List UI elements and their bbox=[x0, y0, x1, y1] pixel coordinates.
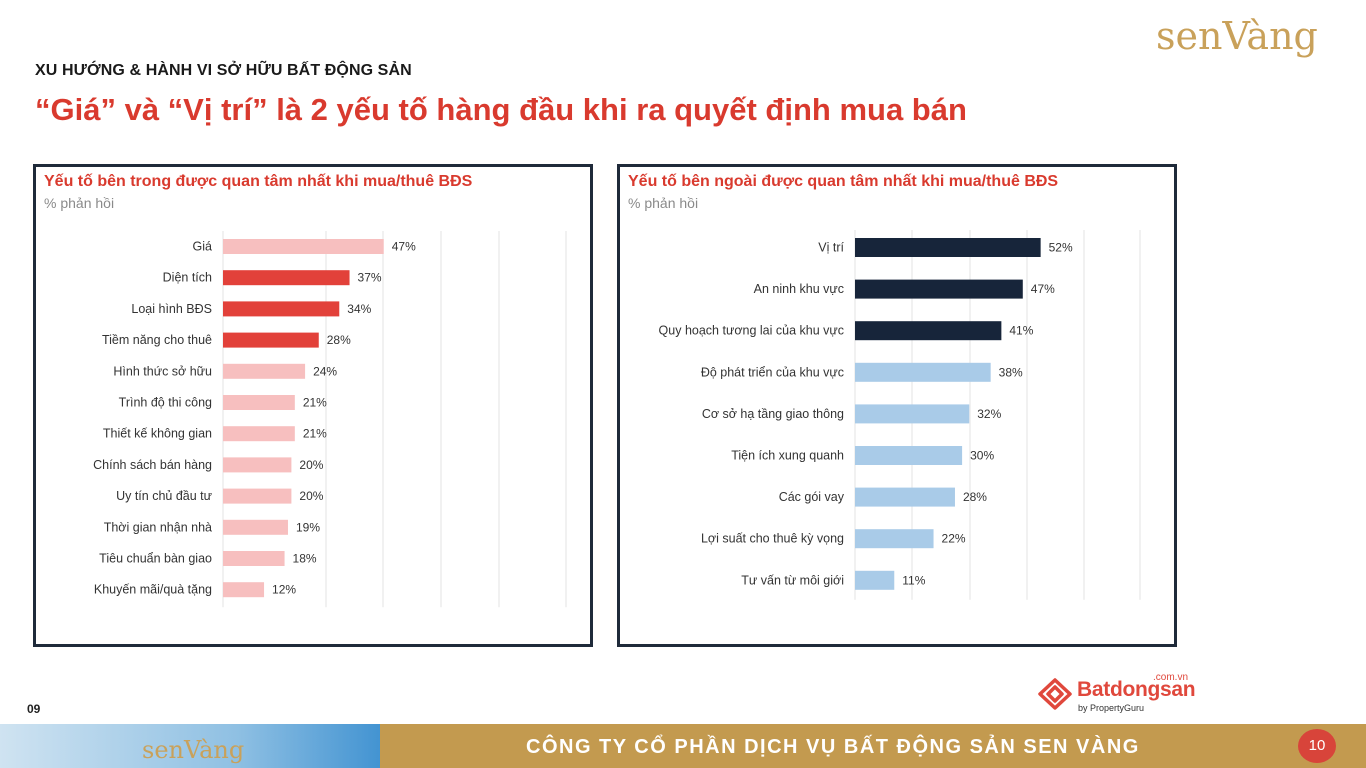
value-label: 47% bbox=[392, 240, 416, 254]
value-label: 37% bbox=[358, 271, 382, 285]
value-label: 34% bbox=[347, 302, 371, 316]
value-label: 22% bbox=[942, 532, 966, 546]
bar bbox=[855, 362, 991, 382]
chart-subtitle: % phản hồi bbox=[628, 195, 699, 211]
slide-number: 09 bbox=[27, 702, 41, 716]
bar bbox=[855, 446, 963, 465]
bar bbox=[223, 301, 340, 317]
bar bbox=[223, 239, 384, 254]
category-label: Hình thức sở hữu bbox=[113, 364, 212, 378]
category-label: Độ phát triển của khu vực bbox=[701, 365, 844, 379]
value-label: 12% bbox=[272, 583, 296, 597]
category-label: Uy tín chủ đầu tư bbox=[116, 489, 212, 503]
bar bbox=[855, 570, 895, 590]
category-label: Cơ sở hạ tầng giao thông bbox=[702, 407, 844, 421]
category-label: Tiêu chuẩn bàn giao bbox=[99, 552, 212, 566]
value-label: 32% bbox=[977, 407, 1001, 421]
category-label: Tư vấn từ môi giới bbox=[741, 573, 844, 587]
value-label: 20% bbox=[299, 489, 323, 503]
value-label: 18% bbox=[293, 552, 317, 566]
section-eyebrow: XU HƯỚNG & HÀNH VI SỞ HỮU BẤT ĐỘNG SẢN bbox=[35, 62, 412, 79]
value-label: 28% bbox=[963, 490, 987, 504]
value-label: 21% bbox=[303, 396, 327, 410]
bar bbox=[223, 332, 319, 348]
batdongsan-tagline: by PropertyGuru bbox=[1078, 703, 1145, 713]
category-label: Tiềm năng cho thuê bbox=[102, 333, 212, 347]
category-label: Chính sách bán hàng bbox=[93, 458, 212, 472]
value-label: 30% bbox=[970, 449, 994, 463]
value-label: 52% bbox=[1049, 241, 1073, 255]
bar bbox=[223, 488, 292, 504]
bar bbox=[855, 321, 1002, 341]
value-label: 21% bbox=[303, 427, 327, 441]
value-label: 28% bbox=[327, 333, 351, 347]
category-label: Lợi suất cho thuê kỳ vọng bbox=[701, 532, 844, 546]
value-label: 41% bbox=[1009, 324, 1033, 338]
category-label: Trình độ thi công bbox=[119, 396, 212, 410]
bar bbox=[223, 270, 350, 286]
bar bbox=[855, 529, 934, 549]
category-label: Giá bbox=[193, 240, 213, 254]
external-factors-chart: Vị trí 52% An ninh khu vực 47% Quy hoạch tươ… bbox=[659, 230, 1141, 600]
footer-sen-vang-logo: senVàng bbox=[142, 736, 244, 764]
page-headline: “Giá” và “Vị trí” là 2 yếu tố hàng đầu k… bbox=[35, 92, 967, 127]
bar bbox=[855, 404, 970, 424]
category-label: Quy hoạch tương lai của khu vực bbox=[659, 324, 844, 338]
category-label: Vị trí bbox=[818, 241, 844, 255]
value-label: 38% bbox=[999, 365, 1023, 379]
footer-logo-text: senVàng bbox=[142, 736, 244, 764]
value-label: 11% bbox=[902, 573, 925, 587]
category-label: Loại hình BĐS bbox=[131, 302, 212, 316]
batdongsan-logo-text: Batdongsan bbox=[1077, 678, 1196, 701]
chart-subtitle: % phản hồi bbox=[44, 195, 115, 211]
bar bbox=[223, 582, 265, 598]
category-label: Diện tích bbox=[163, 271, 212, 285]
value-label: 20% bbox=[299, 458, 323, 472]
footer-gold-band bbox=[380, 724, 1366, 768]
value-label: 19% bbox=[296, 520, 320, 534]
bar bbox=[855, 487, 955, 507]
internal-factors-panel: Yếu tố bên trong được quan tâm nhất khi … bbox=[33, 164, 593, 647]
value-label: 47% bbox=[1031, 282, 1055, 296]
external-factors-panel: Yếu tố bên ngoài được quan tâm nhất khi … bbox=[617, 164, 1177, 647]
category-label: Tiện ích xung quanh bbox=[731, 449, 844, 463]
batdongsan-logo-icon bbox=[1038, 678, 1072, 710]
category-label: Các gói vay bbox=[779, 490, 845, 504]
bar bbox=[223, 551, 285, 566]
bar bbox=[223, 519, 288, 535]
bar bbox=[855, 238, 1041, 257]
value-label: 24% bbox=[313, 364, 337, 378]
category-label: Thời gian nhận nhà bbox=[104, 520, 212, 534]
bar bbox=[855, 279, 1023, 299]
bar bbox=[223, 426, 295, 442]
category-label: An ninh khu vực bbox=[754, 282, 844, 296]
category-label: Khuyến mãi/quà tặng bbox=[94, 583, 212, 597]
batdongsan-domain: .com.vn bbox=[1153, 672, 1189, 683]
bar bbox=[223, 395, 295, 410]
internal-factors-chart: Giá 47% Diện tích 37% Loại hình BĐS 34% Tiềm n… bbox=[93, 231, 567, 608]
footer-bar: senVàng CÔNG TY CỔ PHẦN DỊCH VỤ BẤT ĐỘNG… bbox=[0, 724, 1366, 768]
category-label: Thiết kế không gian bbox=[103, 427, 212, 441]
company-name: CÔNG TY CỔ PHẦN DỊCH VỤ BẤT ĐỘNG SẢN SEN… bbox=[526, 736, 1140, 758]
chart-title: Yếu tố bên trong được quan tâm nhất khi … bbox=[44, 173, 473, 190]
sen-vang-logo-text: senVàng bbox=[1156, 14, 1318, 58]
page-number-badge: 10 bbox=[1298, 729, 1336, 763]
bar bbox=[223, 363, 306, 379]
chart-title: Yếu tố bên ngoài được quan tâm nhất khi … bbox=[628, 173, 1059, 190]
bar bbox=[223, 457, 292, 473]
sen-vang-logo: senVàng bbox=[1156, 14, 1318, 58]
